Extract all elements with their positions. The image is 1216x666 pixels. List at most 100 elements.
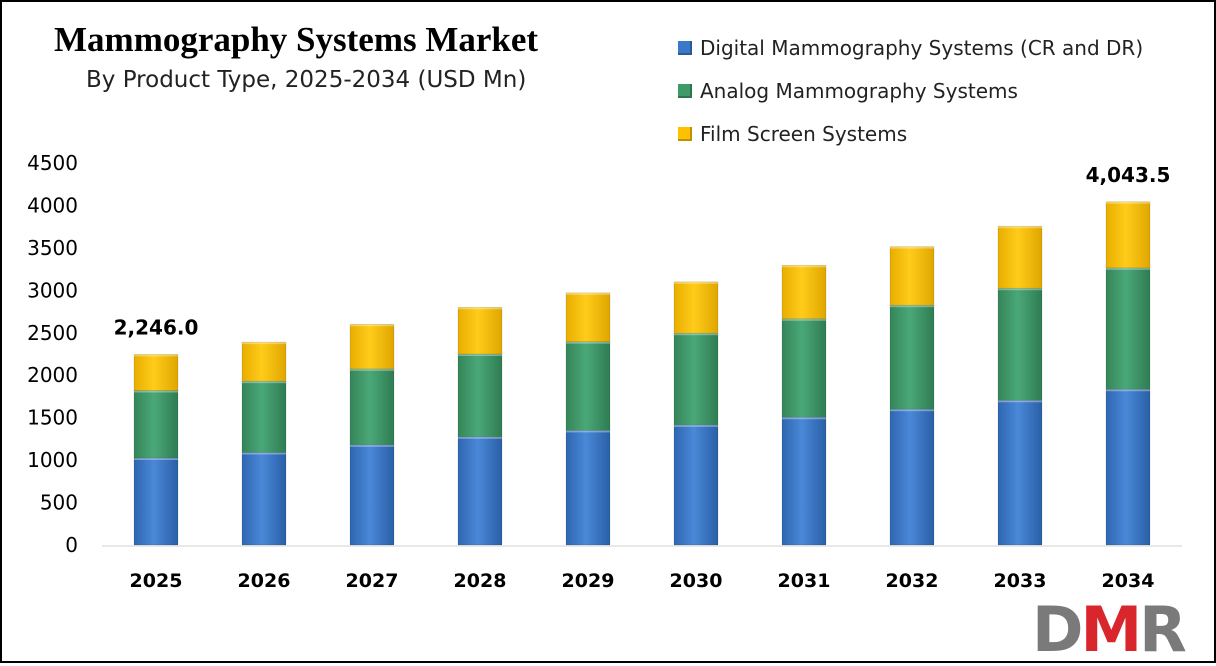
bars [133,201,1151,546]
bar-segment-2025-0 [133,457,179,546]
bar-segment-2027-0 [349,444,395,546]
bar-segment-edge [782,265,826,268]
bar-segment-edge [134,457,178,460]
bar-segment-2026-1 [241,380,287,453]
dmr-logo: DMR [1032,593,1187,666]
x-tick-label: 2032 [886,570,939,592]
bar-segment-edge [674,281,718,284]
y-tick-label: 0 [65,533,78,557]
legend-item-digital: Digital Mammography Systems (CR and DR) [678,26,1143,69]
x-tick-label: 2026 [238,570,291,592]
bar-segment-edge [350,368,394,371]
legend-label-digital: Digital Mammography Systems (CR and DR) [700,35,1144,60]
bar-segment-edge [242,452,286,455]
bar-segment-2033-1 [997,287,1043,401]
legend-item-analog: Analog Mammography Systems [678,69,1143,112]
bar-segment-edge [1106,267,1150,270]
bar-segment-edge [674,424,718,427]
bar-segment-2032-0 [889,408,935,546]
bar-segment-edge [350,444,394,447]
bar-segment-2028-2 [457,307,503,355]
bar-segment-2025-2 [133,354,179,391]
bar-segment-2028-1 [457,353,503,438]
bar-segment-edge [350,324,394,327]
bar-segment-2031-0 [781,416,827,546]
y-tick-label: 4500 [27,151,78,175]
bar-segment-2032-2 [889,246,935,306]
bar-segment-edge [134,354,178,357]
bar-segment-edge [674,333,718,336]
legend-swatch-digital [678,40,692,55]
x-tick-label: 2030 [670,570,723,592]
data-label-2034: 4,043.5 [1086,163,1171,187]
y-tick-label: 1500 [27,406,78,430]
legend-label-film: Film Screen Systems [700,121,908,146]
bar-segment-2027-2 [349,323,395,370]
bar-segment-2031-1 [781,318,827,418]
bar-segment-edge [1106,201,1150,204]
bar-segment-edge [998,288,1042,291]
bar-segment-2029-2 [565,292,611,342]
bar-segment-2034-0 [1105,388,1151,546]
y-tick-label: 1000 [27,448,78,472]
bar-segment-edge [458,436,502,439]
data-labels: 2,246.0 4,043.5 [114,163,1171,340]
bar-segment-2029-1 [565,341,611,431]
legend-swatch-analog [678,83,692,98]
x-tick-label: 2025 [130,570,183,592]
bar-segment-edge [134,390,178,393]
bar-segment-edge [998,226,1042,229]
legend-item-film: Film Screen Systems [678,112,1143,155]
x-tick-label: 2028 [454,570,507,592]
bar-segment-2031-2 [781,264,827,320]
bar-segment-edge [782,417,826,420]
bar-segment-edge [242,342,286,345]
data-label-2025: 2,246.0 [114,315,199,339]
bar-segment-2033-0 [997,399,1043,546]
y-tick-label: 500 [40,491,78,515]
bar-segment-2029-0 [565,430,611,546]
bar-segment-edge [890,305,934,308]
y-tick-label: 4000 [27,193,78,217]
chart-title: Mammography Systems Market [54,20,539,59]
bar-segment-edge [242,381,286,384]
bar-segment-2034-1 [1105,267,1151,390]
bar-segment-edge [566,341,610,344]
y-tick-label: 3000 [27,278,78,302]
bar-segment-2025-1 [133,390,179,459]
bar-segment-2030-0 [673,424,719,546]
bar-segment-edge [1106,389,1150,392]
bar-segment-2030-1 [673,332,719,426]
bar-segment-edge [566,430,610,433]
bar-segment-edge [458,307,502,310]
x-axis: 2025 2026 2027 2028 2029 2030 2031 2032 2033 2034 [102,545,1182,592]
bar-segment-2026-2 [241,341,287,382]
bar-segment-2026-0 [241,452,287,546]
bar-segment-edge [458,354,502,356]
bar-segment-2030-2 [673,281,719,334]
y-tick-label: 2000 [27,363,78,387]
bar-segment-edge [890,246,934,249]
x-tick-label: 2031 [778,570,831,592]
x-tick-label: 2029 [562,570,615,592]
legend: Digital Mammography Systems (CR and DR) … [678,26,1143,155]
y-tick-label: 2500 [27,321,78,345]
bar-segment-2033-2 [997,225,1043,289]
bar-segment-edge [890,409,934,412]
x-tick-label: 2033 [994,570,1047,592]
bar-segment-edge [998,400,1042,403]
bar-segment-edge [782,318,826,321]
legend-label-analog: Analog Mammography Systems [700,78,1018,103]
x-tick-label: 2027 [346,570,399,592]
bar-segment-2028-0 [457,436,503,546]
x-tick-label: 2034 [1102,570,1155,592]
bar-segment-edge [566,292,610,295]
chart-subtitle: By Product Type, 2025-2034 (USD Mn) [86,67,527,93]
bar-segment-2027-1 [349,368,395,446]
bar-segment-2034-2 [1105,201,1151,269]
legend-swatch-film [678,126,692,141]
bar-segment-2032-1 [889,304,935,410]
y-axis: 0 500 1000 1500 2000 2500 3000 3500 4000 4500 [27,151,78,557]
